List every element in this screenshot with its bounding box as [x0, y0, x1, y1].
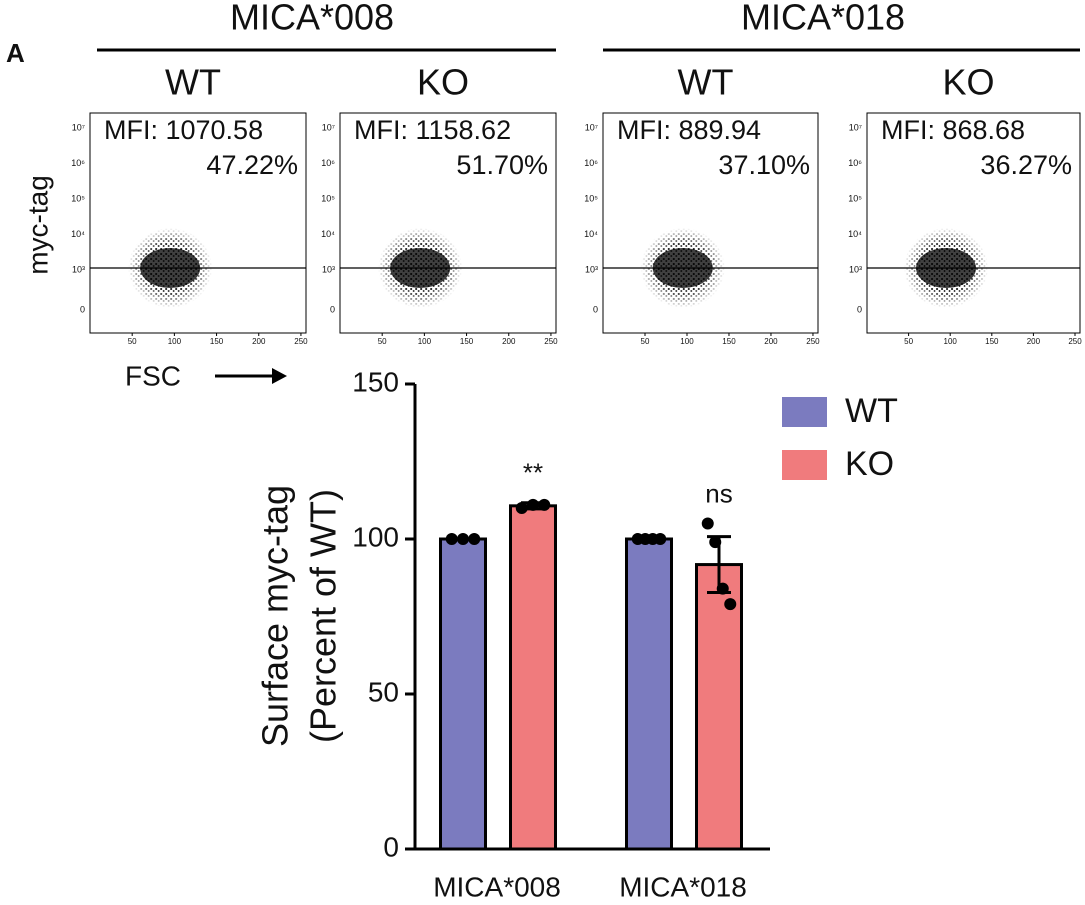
data-point [709, 536, 722, 549]
y-axis-label: Surface myc-tag [255, 485, 296, 747]
percent: 36.27% [980, 150, 1072, 180]
y-tick-label: 10³ [585, 264, 598, 274]
data-point [724, 598, 737, 611]
x-tick-label: 50 [378, 337, 387, 346]
significance: ** [523, 458, 543, 488]
y-tick-label: 0 [383, 831, 399, 862]
data-point [538, 498, 551, 511]
x-tick-label: 200 [1027, 337, 1041, 346]
x-tick-label: 50 [904, 337, 913, 346]
x-tick-label: MICA*018 [619, 871, 747, 902]
flow-panels: WT 50 100 150 200 250 0 10³ 10⁴ 10⁵ 10⁶ 10⁷ MFI: 107… [71, 62, 1082, 347]
y-tick-label: 10⁵ [321, 193, 335, 203]
legend-swatch [782, 397, 827, 427]
x-tick-label: 250 [294, 337, 308, 346]
y-tick-label: 0 [330, 304, 335, 314]
y-tick-label: 10⁶ [71, 158, 85, 168]
x-tick-label: 200 [502, 337, 516, 346]
mfi: MFI: 868.68 [881, 115, 1025, 145]
y-tick-label: 10³ [849, 264, 862, 274]
y-tick-label: 10⁷ [849, 122, 862, 132]
y-tick-label: 10⁶ [848, 158, 862, 168]
panel-title: KO [417, 62, 469, 103]
flow-x-label: FSC [125, 360, 181, 391]
significance: ns [705, 478, 732, 508]
x-tick-label: 250 [544, 337, 558, 346]
y-tick-label: 0 [593, 304, 598, 314]
plot-frame [339, 112, 557, 334]
bar [439, 537, 487, 851]
panel-title: WT [165, 62, 221, 103]
y-tick-label: 10⁷ [322, 122, 335, 132]
data-point [701, 517, 714, 530]
mfi: MFI: 889.94 [617, 115, 761, 145]
group-title: MICA*018 [741, 0, 905, 38]
y-tick-label: 10³ [72, 264, 85, 274]
x-tick-label: 150 [460, 337, 474, 346]
y-tick-label: 10⁵ [848, 193, 862, 203]
percent: 37.10% [718, 150, 810, 180]
y-tick-label: 150 [352, 366, 399, 397]
x-tick-label: 200 [764, 337, 778, 346]
y-tick-label: 10⁴ [321, 229, 335, 239]
arrow-head [272, 368, 287, 384]
plot-frame [866, 112, 1081, 334]
data-point [654, 533, 667, 545]
data-point [445, 533, 458, 545]
y-tick-label: 10⁴ [584, 229, 598, 239]
data-point [515, 502, 528, 514]
data-point [716, 582, 729, 595]
x-tick-label: 100 [944, 337, 958, 346]
y-tick-label: 100 [352, 521, 399, 552]
y-tick-label: 10³ [322, 264, 335, 274]
y-tick-label: 10⁵ [584, 193, 598, 203]
bar [625, 537, 673, 851]
x-tick-label: MICA*008 [433, 871, 561, 902]
x-tick-label: 200 [252, 337, 266, 346]
x-tick-label: 250 [1068, 337, 1082, 346]
y-axis-label: (Percent of WT) [303, 489, 344, 743]
y-tick-label: 10⁷ [585, 122, 598, 132]
panel-title: KO [942, 62, 994, 103]
bar-chart: 0 50 100 150 Surface myc-tag (Percent of WT) W… [255, 366, 898, 902]
x-tick-label: 150 [210, 337, 224, 346]
percent: 47.22% [206, 150, 298, 180]
y-tick-label: 10⁶ [321, 158, 335, 168]
panel-label: A [6, 38, 25, 68]
flow-y-label: myc-tag [22, 175, 53, 275]
legend-label: WT [845, 392, 898, 430]
data-point [457, 533, 469, 545]
x-tick-label: 100 [168, 337, 182, 346]
x-tick-label: 150 [722, 337, 736, 346]
y-tick-label: 10⁵ [71, 193, 85, 203]
percent: 51.70% [456, 150, 548, 180]
y-tick-label: 50 [368, 676, 399, 707]
y-tick-label: 0 [80, 304, 85, 314]
legend-label: KO [845, 445, 894, 483]
y-tick-label: 10⁴ [71, 229, 85, 239]
plot-frame [602, 112, 819, 334]
x-tick-label: 250 [806, 337, 820, 346]
data-point [468, 533, 481, 545]
x-tick-label: 100 [680, 337, 694, 346]
mfi: MFI: 1070.58 [104, 115, 263, 145]
y-tick-label: 10⁷ [72, 122, 85, 132]
group-title: MICA*008 [230, 0, 394, 38]
mfi: MFI: 1158.62 [354, 115, 511, 145]
x-tick-label: 150 [985, 337, 999, 346]
panel-title: WT [678, 62, 734, 103]
x-tick-label: 50 [128, 337, 137, 346]
y-tick-label: 10⁴ [848, 229, 862, 239]
plot-frame [89, 112, 307, 334]
y-tick-label: 10⁶ [584, 158, 598, 168]
data-point [527, 498, 539, 511]
y-tick-label: 0 [857, 304, 862, 314]
legend-swatch [782, 450, 827, 480]
x-tick-label: 100 [418, 337, 432, 346]
bar [509, 504, 557, 851]
x-tick-label: 50 [641, 337, 650, 346]
